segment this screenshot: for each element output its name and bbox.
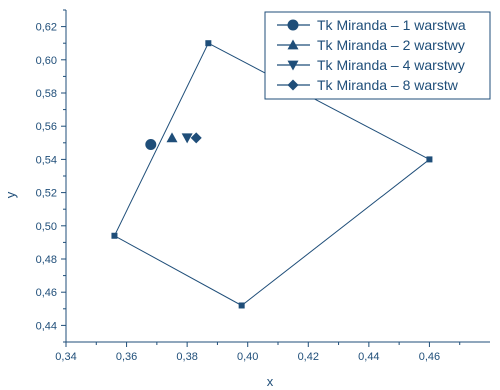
legend-label: Tk Miranda – 1 warstwa [317,17,466,33]
y-axis-title: y [3,191,18,198]
y-tick-label: 0,48 [36,254,57,266]
legend: Tk Miranda – 1 warstwa Tk Miranda – 2 war… [264,11,491,100]
x-tick-label: 0,46 [419,351,440,363]
polygon-vertex-marker [111,232,118,239]
y-tick-label: 0,54 [36,154,57,166]
y-tick-label: 0,56 [36,121,57,133]
axes: 0,34 0,36 0,38 0,40 0,42 0,44 0,46 0,44 0,46 0,48… [36,9,490,363]
legend-label: Tk Miranda – 4 warstwy [317,57,465,73]
legend-marker [287,39,299,50]
y-tick-label: 0,46 [36,287,57,299]
legend-marker [287,60,299,71]
x-tick-label: 0,36 [116,351,137,363]
data-point [190,132,202,144]
x-axis-title: x [267,374,274,389]
x-tick-label: 0,44 [358,351,379,363]
data-point [181,133,193,144]
polygon-vertex-marker [238,302,245,309]
polygon-vertex-marker [205,40,212,47]
y-tick-label: 0,44 [36,320,57,332]
x-tick-label: 0,40 [237,351,258,363]
x-tick-label: 0,34 [55,351,76,363]
legend-marker [287,19,299,31]
polygon-vertex-marker [426,156,433,163]
y-tick-label: 0,58 [36,88,57,100]
x-tick-label: 0,38 [176,351,197,363]
legend-label: Tk Miranda – 2 warstwy [317,37,465,53]
y-tick-label: 0,52 [36,188,57,200]
data-point [166,132,178,143]
points-layer [145,132,202,150]
data-point [145,138,157,150]
y-tick-label: 0,62 [36,22,57,34]
legend-label: Tk Miranda – 8 warstw [317,77,459,93]
legend-marker [287,79,299,91]
x-tick-label: 0,42 [298,351,319,363]
y-tick-label: 0,50 [36,221,57,233]
polygon-layer [111,40,433,309]
y-tick-label: 0,60 [36,55,57,67]
